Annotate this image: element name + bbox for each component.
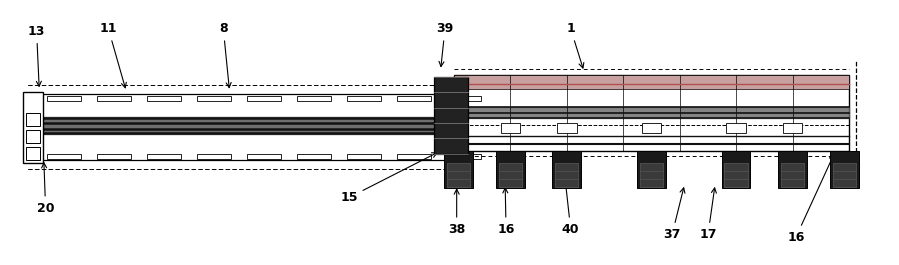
Bar xyxy=(557,123,576,133)
Bar xyxy=(725,162,748,187)
Bar xyxy=(447,96,481,101)
Bar xyxy=(197,154,231,159)
Bar xyxy=(197,96,231,101)
Bar xyxy=(396,96,431,101)
Text: 40: 40 xyxy=(560,152,580,236)
Bar xyxy=(147,96,182,101)
Bar xyxy=(444,151,473,188)
Bar xyxy=(832,162,856,187)
Bar xyxy=(247,96,281,101)
Text: 8: 8 xyxy=(219,22,231,88)
Bar xyxy=(347,96,381,101)
Bar xyxy=(26,147,40,160)
Text: 38: 38 xyxy=(448,189,466,236)
Bar xyxy=(447,162,470,187)
Text: 39: 39 xyxy=(436,22,454,67)
Bar xyxy=(781,162,805,187)
Bar xyxy=(23,92,43,163)
Bar xyxy=(642,123,662,133)
Bar xyxy=(637,151,666,188)
Text: 16: 16 xyxy=(788,154,834,244)
Text: 20: 20 xyxy=(37,163,54,215)
Bar xyxy=(501,123,521,133)
Bar xyxy=(499,162,522,187)
Bar xyxy=(779,151,807,188)
Bar xyxy=(147,154,182,159)
Bar xyxy=(434,77,468,154)
Text: 17: 17 xyxy=(699,188,717,241)
Bar xyxy=(247,154,281,159)
Bar xyxy=(297,96,331,101)
Bar xyxy=(726,123,746,133)
Bar xyxy=(347,154,381,159)
Bar xyxy=(48,154,82,159)
Bar xyxy=(454,74,849,151)
Text: 11: 11 xyxy=(100,22,126,88)
Text: 16: 16 xyxy=(497,188,515,236)
Text: 37: 37 xyxy=(663,188,685,241)
Bar xyxy=(447,154,481,159)
Bar xyxy=(640,162,663,187)
Bar xyxy=(783,123,803,133)
Bar xyxy=(97,96,131,101)
Text: 15: 15 xyxy=(340,153,437,204)
Bar xyxy=(722,151,751,188)
Bar xyxy=(26,113,40,126)
Bar xyxy=(830,151,859,188)
Bar xyxy=(297,154,331,159)
Text: 1: 1 xyxy=(566,22,583,68)
Bar xyxy=(97,154,131,159)
Bar xyxy=(396,154,431,159)
Bar xyxy=(48,96,82,101)
Text: 13: 13 xyxy=(28,25,45,86)
Bar xyxy=(28,94,463,160)
Bar xyxy=(496,151,525,188)
Bar xyxy=(556,162,578,187)
Bar xyxy=(26,130,40,143)
Bar xyxy=(454,75,849,89)
Bar xyxy=(553,151,581,188)
